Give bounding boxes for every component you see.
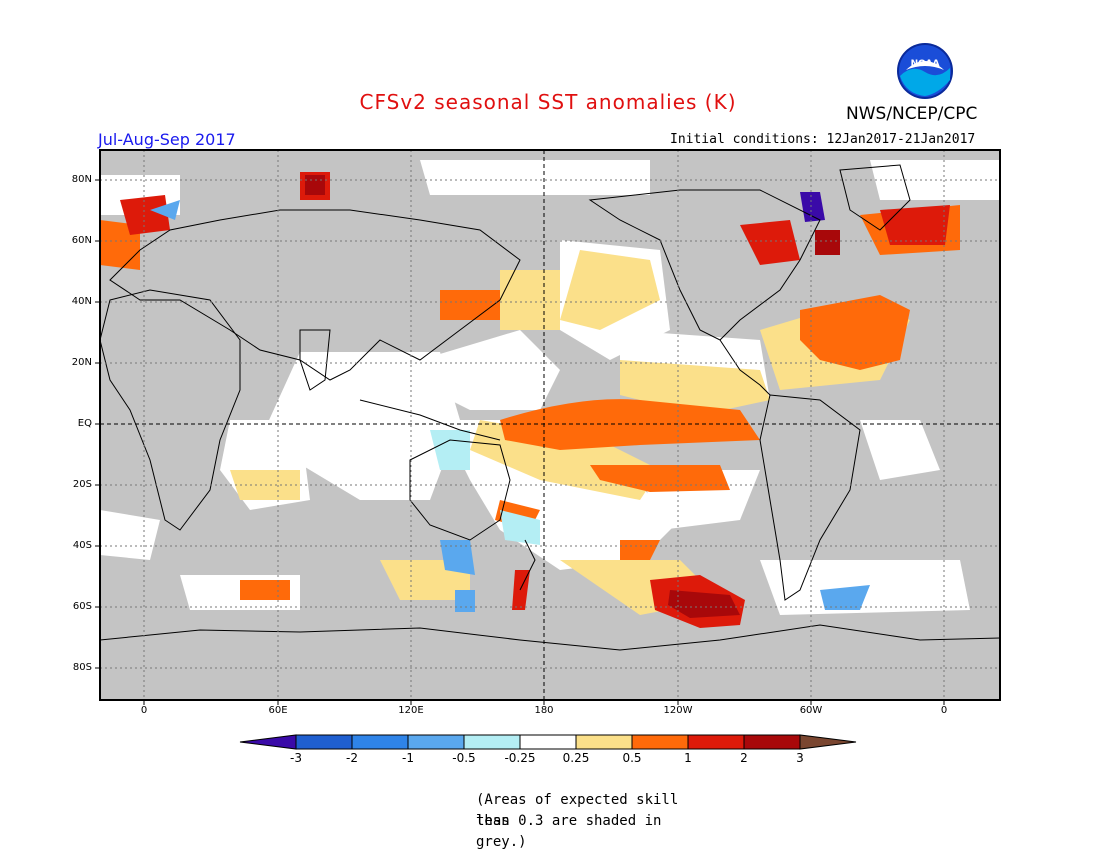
colorbar-swatch (519, 734, 577, 750)
colorbar-swatch (351, 734, 409, 750)
colorbar-label: 2 (740, 751, 748, 765)
anomaly-neg-3 (800, 192, 825, 222)
colorbar-swatch (687, 734, 745, 750)
lat-label: 20S (72, 479, 92, 490)
lon-label: 60E (268, 705, 288, 716)
colorbar-swatch (295, 734, 353, 750)
colorbar-label: -1 (402, 751, 414, 765)
noaa-logo-icon: NOAA (897, 43, 953, 99)
skill-note-line-1: (Areas of expected skill less (476, 792, 679, 829)
lat-label: 80S (72, 662, 92, 673)
colorbar-label: 1 (684, 751, 692, 765)
lat-label: 40N (71, 296, 92, 307)
colorbar-label: 0.5 (622, 751, 642, 765)
lon-label: 60W (799, 705, 823, 716)
colorbar-swatch (463, 734, 521, 750)
lat-label: 40S (72, 540, 92, 551)
lon-label: 0 (140, 705, 148, 716)
skill-note-line-2: than 0.3 are shaded in grey.) (476, 813, 662, 850)
colorbar-label: 3 (796, 751, 804, 765)
lat-label: 20N (71, 357, 92, 368)
coastlines (100, 164, 1000, 651)
colorbar-label: -2 (346, 751, 358, 765)
lat-label: 60S (72, 601, 92, 612)
gridlines (100, 150, 1000, 700)
anomaly-neg-0.25-0.5 (150, 200, 870, 612)
agency-label: NWS/NCEP/CPC (846, 104, 978, 124)
colorbar-min-arrow (239, 734, 297, 750)
colorbar-max-arrow (799, 734, 857, 750)
equator-dateline (100, 150, 1000, 700)
lat-label: 60N (71, 235, 92, 246)
colorbar-swatch (575, 734, 633, 750)
colorbar-label: 0.25 (562, 751, 590, 765)
anomaly-neg-0-0.25 (430, 430, 540, 545)
chart-title: CFSv2 seasonal SST anomalies (K) (359, 90, 737, 114)
colorbar-label: -0.25 (504, 751, 536, 765)
lon-label: 180 (534, 705, 554, 716)
lat-label: EQ (77, 418, 92, 429)
map-frame (99, 149, 1001, 701)
lon-label: 120W (663, 705, 693, 716)
lat-label: 80N (71, 174, 92, 185)
colorbar-label: -3 (290, 751, 302, 765)
initial-conditions-label: Initial conditions: 12Jan2017-21Jan2017 (670, 132, 976, 147)
lon-label: 0 (940, 705, 948, 716)
colorbar-swatch (743, 734, 801, 750)
colorbar-swatch (631, 734, 689, 750)
logo-text: NOAA (911, 59, 940, 69)
colorbar-swatch (407, 734, 465, 750)
colorbar-label: -0.5 (452, 751, 476, 765)
colorbar (239, 734, 857, 750)
lon-label: 120E (398, 705, 424, 716)
season-label: Jul-Aug-Sep 2017 (98, 130, 236, 149)
